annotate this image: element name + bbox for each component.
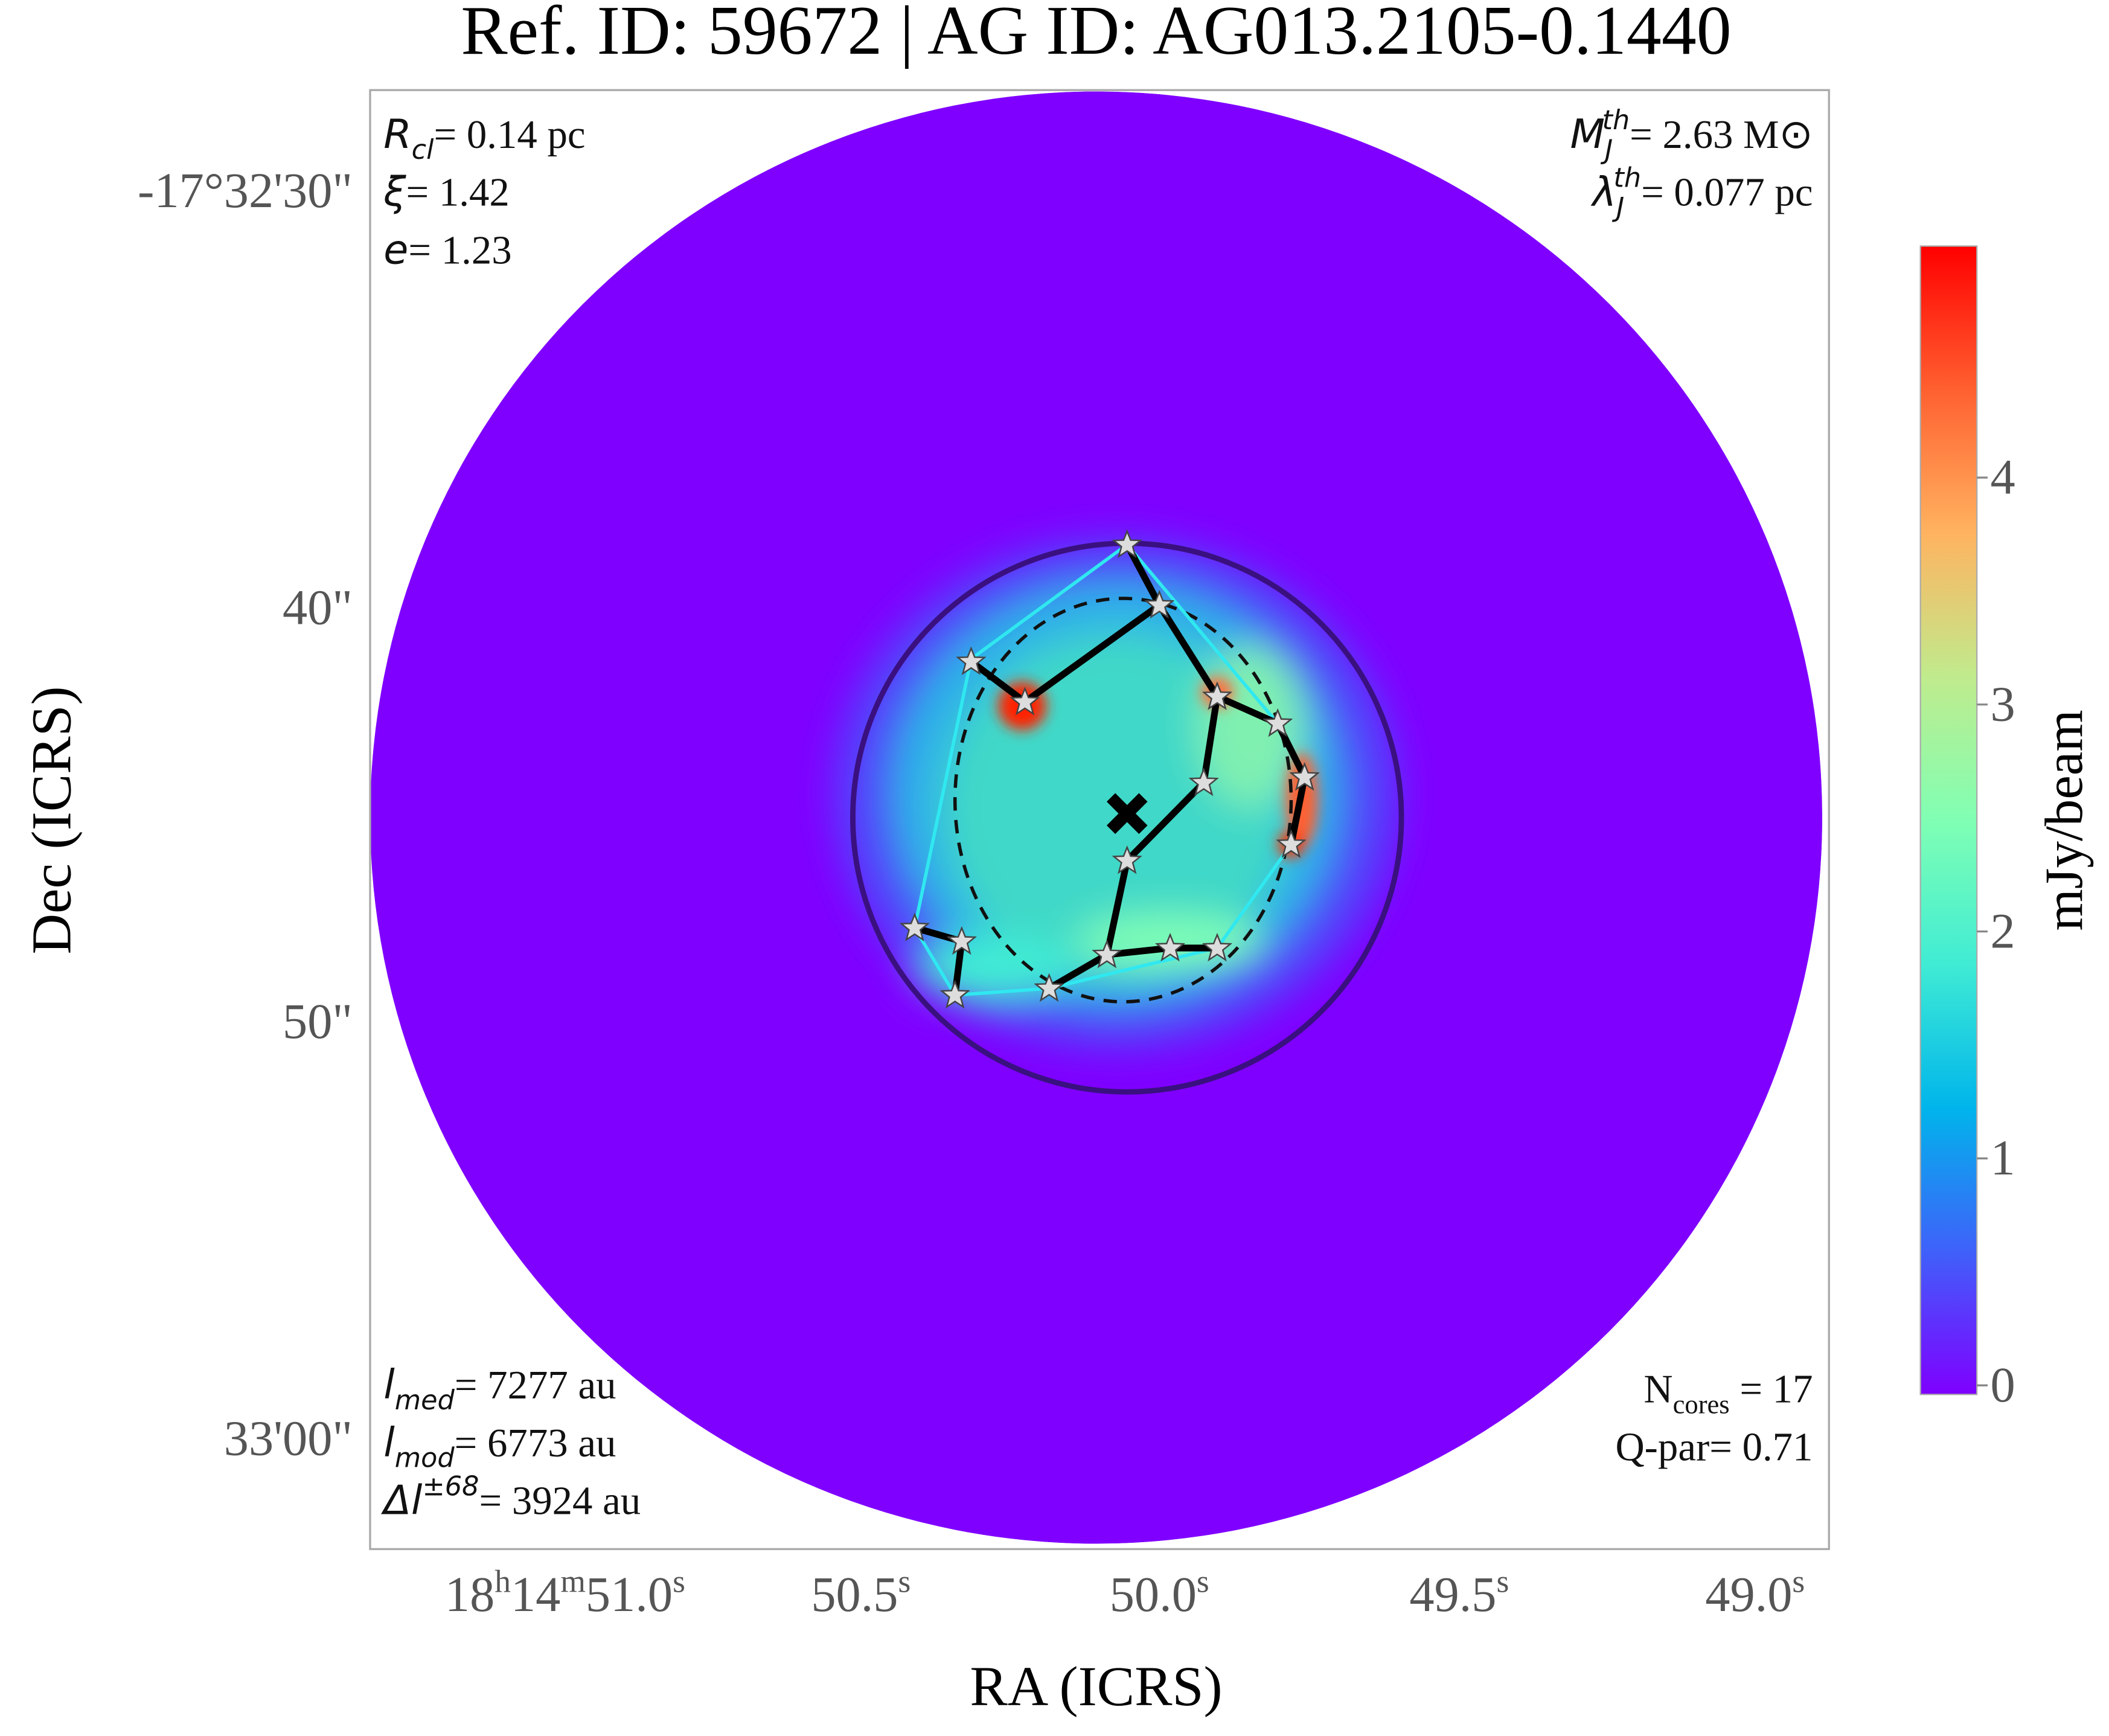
x-axis-label: RA (ICRS) [970,1656,1222,1718]
tick-number: 50.0 [1110,1567,1197,1622]
tick-unit: s [1197,1563,1209,1600]
annotation: e= 1.23 [383,226,511,273]
y-tick-label: 40" [283,580,353,635]
tick-unit: s [1792,1563,1805,1600]
colorbar-tick-label: 4 [1990,450,2015,505]
annotation-text: = 1.42 [406,170,509,215]
tick-number: 14 [511,1567,560,1622]
annotation-text: = 3924 au [479,1479,641,1523]
x-tick-label: 50.5s [811,1563,910,1622]
annotation-symbol: ξ [383,168,406,216]
x-tick-label: 49.0s [1705,1563,1805,1622]
tick-number: 49.5 [1409,1567,1496,1622]
y-axis-label: Dec (ICRS) [21,686,83,954]
plot-frame [369,89,1830,1551]
annotation-text: = 1.23 [408,228,511,272]
annotation-text: = 0.077 pc [1641,170,1813,215]
colorbar-tick-label: 3 [1990,676,2015,731]
tick-unit: s [1496,1563,1509,1600]
annotation-symbol: l [383,1419,395,1466]
annotation-sup: th [1613,162,1641,194]
annotation: lmod= 6773 au [383,1419,616,1474]
annotation-sub: cores [1673,1389,1730,1420]
annotation-text: N [1643,1367,1672,1412]
colorbar-tick-label: 2 [1990,903,2015,958]
annotation: Rcl= 0.14 pc [383,111,585,165]
annotation-sub: mod [395,1443,455,1474]
y-tick-label: 33'00" [224,1411,353,1466]
annotation-text: = 17 [1730,1367,1813,1412]
annotation-symbol: R [383,111,411,158]
colorbar [1919,245,1978,1395]
tick-unit: s [673,1563,685,1600]
annotation: lmed= 7277 au [383,1361,616,1416]
tick-number: 50.5 [811,1567,898,1622]
tick-unit: h [494,1563,511,1600]
annotation-text: Q-par= 0.71 [1615,1424,1813,1469]
annotation-symbol: e [383,226,408,273]
colorbar-tick-label: 1 [1990,1130,2015,1185]
tick-unit: s [898,1563,910,1600]
annotation-symbol: λ [1591,168,1617,216]
annotation: λJth= 0.077 pc [1591,162,1813,223]
tick-unit: m [560,1563,586,1600]
colorbar-tick-label: 0 [1990,1357,2015,1412]
chart-title: Ref. ID: 59672 | AG ID: AG013.2105-0.144… [461,0,1731,69]
annotation-text: = 7277 au [455,1363,616,1408]
x-tick-label: 18h14m51.0s [445,1563,685,1622]
annotation: ξ= 1.42 [383,168,510,216]
y-tick-label: 50" [283,994,353,1049]
annotation: Ncores = 17 [1643,1367,1813,1420]
map [370,91,1823,1544]
annotation: MJth= 2.63 M⊙ [1570,104,1813,165]
annotation-symbol: M [1570,111,1605,158]
annotation: Q-par= 0.71 [1615,1424,1813,1469]
annotation-symbol: l [383,1361,395,1408]
annotation-sup: ±68 [423,1470,479,1502]
annotation: Δl±68= 3924 au [380,1470,641,1523]
y-tick-label: -17°32'30" [138,163,353,218]
center-marker [1106,793,1148,834]
annotation-sub: cl [412,134,434,165]
mst [1215,693,1308,845]
colorbar-label: mJy/beam [2035,709,2094,930]
annotation-text: = 0.14 pc [434,112,586,157]
tick-number: 49.0 [1705,1567,1792,1622]
tick-number: 51.0 [586,1567,673,1622]
dashed-ellipse [953,597,1293,1004]
annotation-sup: th [1602,104,1630,136]
x-tick-label: 50.0s [1110,1563,1209,1622]
tick-number: 18 [445,1567,494,1622]
x-tick-label: 49.5s [1409,1563,1509,1622]
annotation-sub: med [395,1385,455,1416]
annotation-text: = 6773 au [455,1421,616,1465]
annotation-text: = 2.63 M⊙ [1630,112,1813,157]
annotation-symbol: Δl [380,1477,423,1524]
